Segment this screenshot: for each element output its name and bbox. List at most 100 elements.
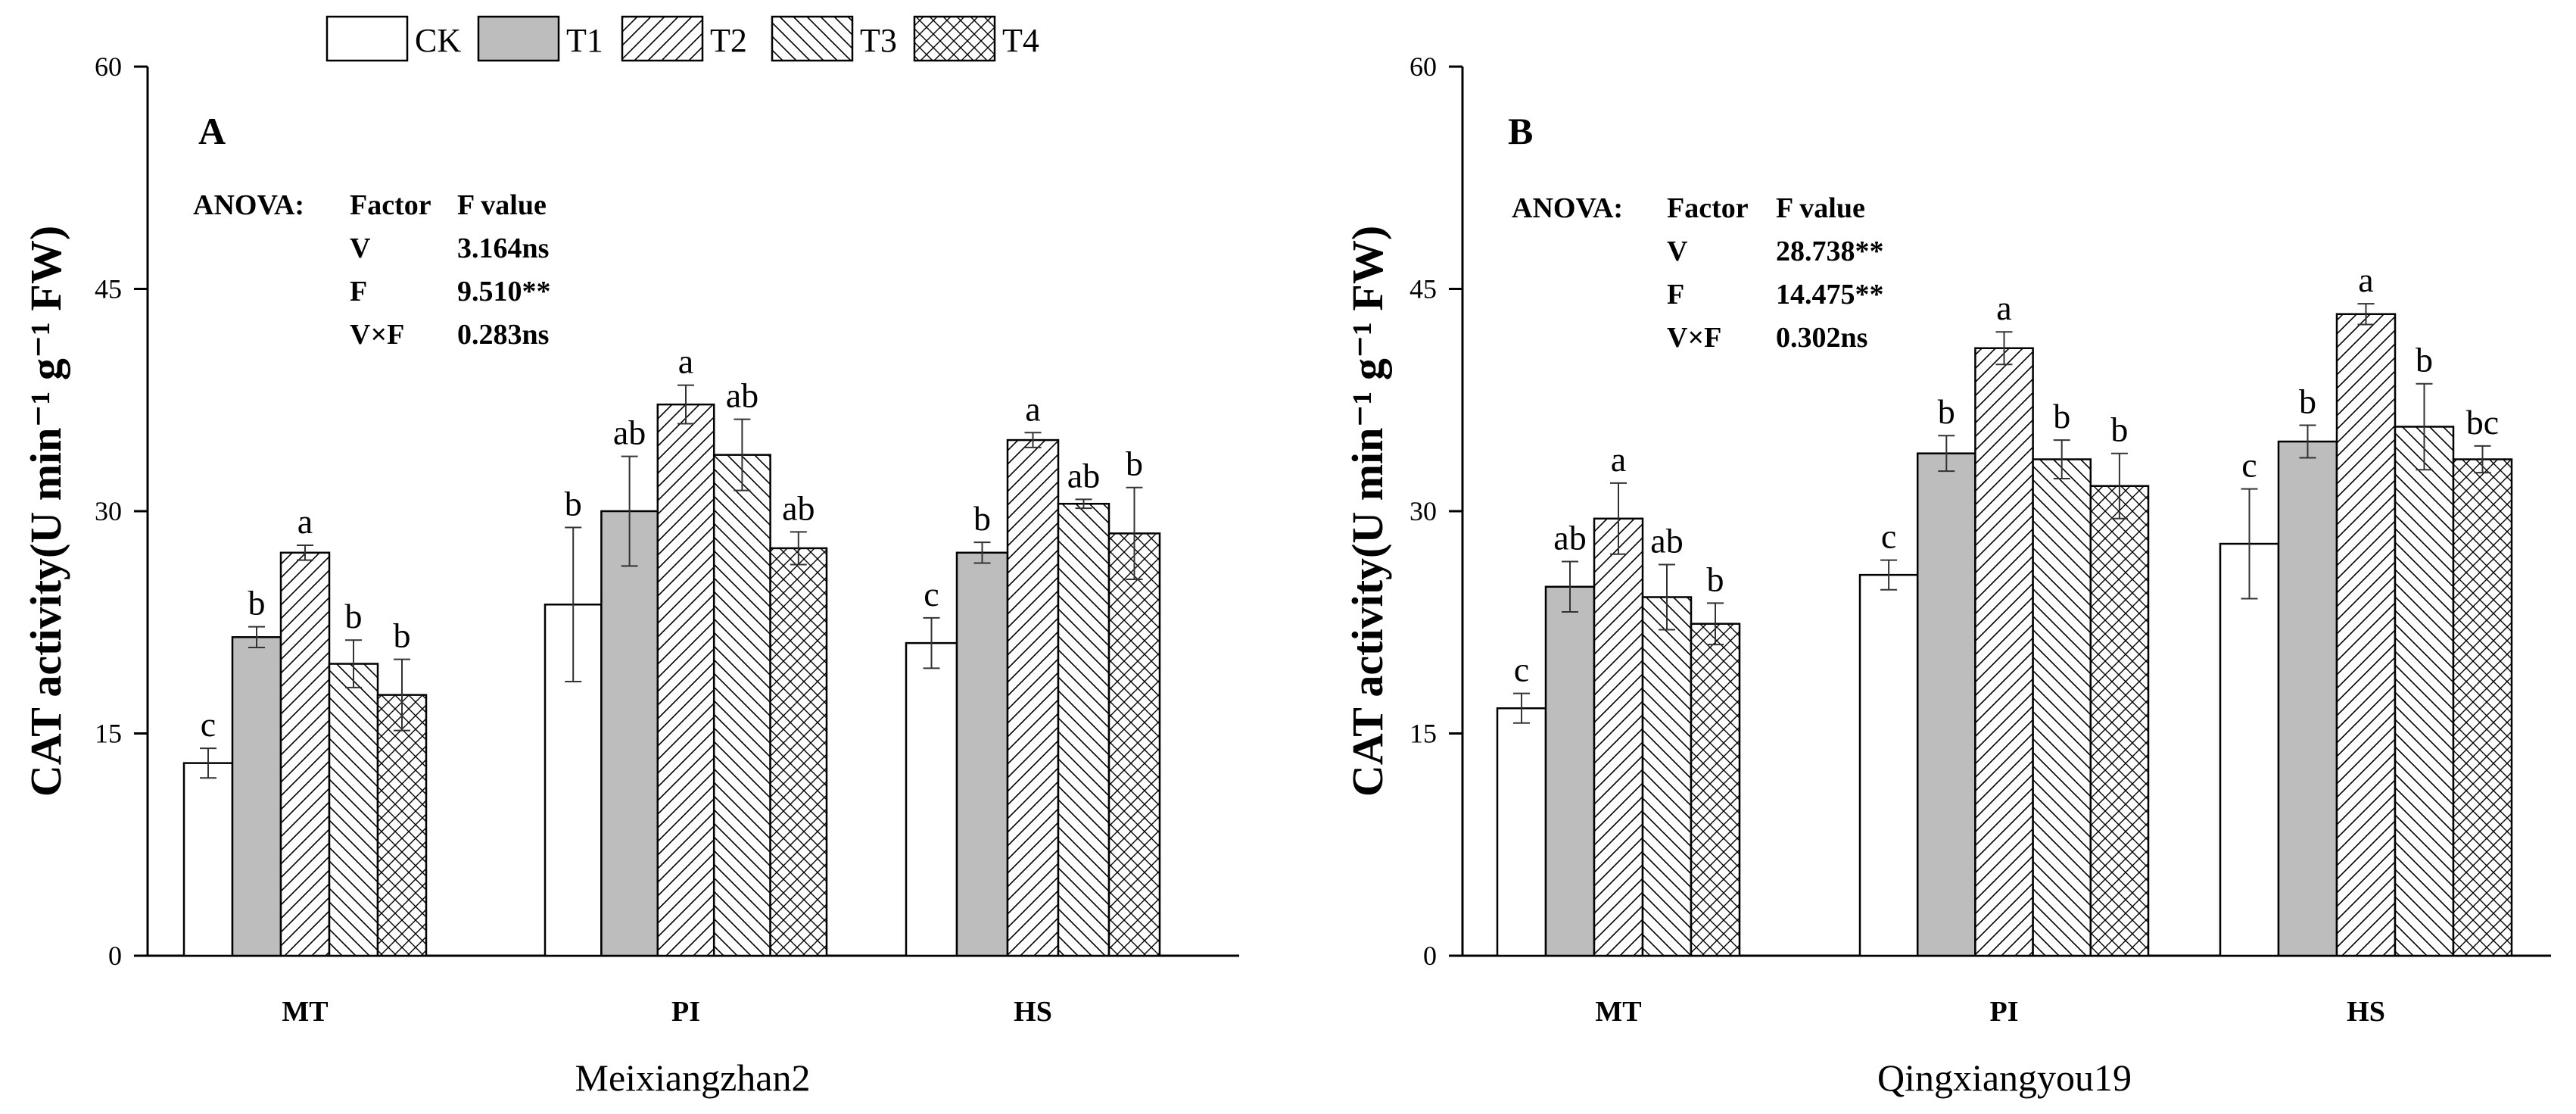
bar-mt-t3 [329,664,378,956]
figure: CK T1 T2 T3 T4 015304560cbab bMTbabaababPIcba… [0,0,2576,1114]
bar-mt-t2 [1594,519,1643,956]
significance-letter: b [973,499,991,538]
bar-hs-t1 [2279,442,2337,956]
significance-letter: a [678,342,693,381]
anova-fvalue: 3.164ns [457,232,549,264]
significance-letter: b [2053,397,2070,435]
y-tick-label: 15 [1409,719,1437,749]
significance-letter: c [924,575,939,613]
panel-title: Meixiangzhan2 [575,1056,810,1099]
anova-fvalue: 9.510** [457,276,551,307]
bar-hs-ck [2220,544,2279,956]
anova-fvalue: 0.302ns [1776,322,1867,354]
y-tick-label: 15 [95,719,122,749]
legend-swatch-ck [327,17,407,61]
bar-mt-t2 [281,553,329,956]
anova-title: ANOVA: [1512,192,1623,224]
anova-header-factor: Factor [350,189,431,221]
x-tick-label-mt: MT [282,996,328,1028]
significance-letter: b [1707,560,1724,598]
bar-pi-t2 [1975,348,2032,956]
bar-hs-t3 [2395,426,2453,956]
bar-mt-t3 [1643,597,1691,956]
significance-letter: b [1938,392,1955,431]
significance-letter: c [1881,517,1896,556]
legend: CK T1 T2 T3 T4 [327,17,1039,61]
legend-label-t2: T2 [710,22,747,59]
bar-hs-t1 [957,553,1008,956]
anova-factor: V×F [350,319,404,351]
anova-fvalue: 28.738** [1776,236,1884,267]
y-tick-label: 45 [1409,274,1437,304]
significance-letter: b [2110,410,2128,449]
anova-header-fvalue: F value [457,189,547,221]
legend-label-t3: T3 [860,22,897,59]
bar-hs-t2 [2337,314,2395,956]
significance-letter: b [2299,382,2316,421]
y-tick-label: 0 [108,941,122,971]
significance-letter: a [1025,389,1040,428]
bar-pi-t4 [771,548,827,956]
bar-mt-t1 [232,637,281,956]
y-tick-label: 30 [95,496,122,526]
anova-factor: F [1667,279,1684,310]
significance-letter: a [1611,440,1626,479]
significance-letter: ab [782,488,815,527]
x-tick-label-pi: PI [1990,996,2019,1028]
legend-swatch-t1 [478,17,559,61]
bar-mt-ck [184,763,232,956]
y-tick-label: 60 [1409,51,1437,82]
bar-pi-t1 [601,511,657,956]
significance-letter: c [2241,446,2257,485]
significance-letter: a [2358,261,2373,299]
significance-letter: b [565,485,582,523]
bar-mt-t4 [378,695,426,956]
significance-letter: ab [726,376,758,415]
bar-pi-t1 [1917,454,1975,956]
bar-hs-t3 [1058,504,1109,956]
y-tick-label: 0 [1423,941,1437,971]
anova-header-factor: Factor [1667,192,1749,224]
significance-letter: ab [1067,456,1100,495]
bar-hs-t2 [1008,440,1058,956]
significance-letter: b [394,616,411,655]
significance-letter: ab [1650,521,1683,560]
significance-letter: b [345,597,363,635]
bar-mt-t4 [1691,624,1740,956]
significance-letter: c [1514,651,1529,689]
y-tick-label: 45 [95,274,122,304]
legend-swatch-t3 [772,17,852,61]
panel-label: B [1508,110,1533,152]
significance-letter: bc [2466,403,2499,442]
y-tick-label: 60 [95,51,122,82]
panel-label: A [198,110,226,152]
x-tick-label-hs: HS [1014,996,1052,1028]
significance-letter: ab [613,413,646,452]
anova-title: ANOVA: [193,189,304,221]
x-tick-label-hs: HS [2347,996,2385,1028]
anova-factor: V×F [1667,322,1721,354]
legend-label-t1: T1 [566,22,603,59]
anova-factor: F [350,276,367,307]
significance-letter: b [248,584,266,623]
significance-letter: ab [1553,519,1586,557]
anova-fvalue: 0.283ns [457,319,549,351]
significance-letter: a [1996,289,2011,327]
significance-letter: b [2416,341,2433,379]
anova-factor: V [350,232,371,264]
anova-header-fvalue: F value [1776,192,1865,224]
legend-label-t4: T4 [1002,22,1039,59]
bar-pi-t4 [2091,486,2148,956]
bar-pi-t2 [658,404,714,956]
bar-pi-t3 [714,455,770,956]
significance-letter: a [297,502,313,541]
significance-letter: b [1126,445,1143,483]
bar-hs-t4 [1109,533,1160,956]
x-tick-label-mt: MT [1595,996,1641,1028]
significance-letter: c [201,705,216,744]
anova-fvalue: 14.475** [1776,279,1884,310]
legend-swatch-t2 [622,17,702,61]
legend-label-ck: CK [415,22,461,59]
